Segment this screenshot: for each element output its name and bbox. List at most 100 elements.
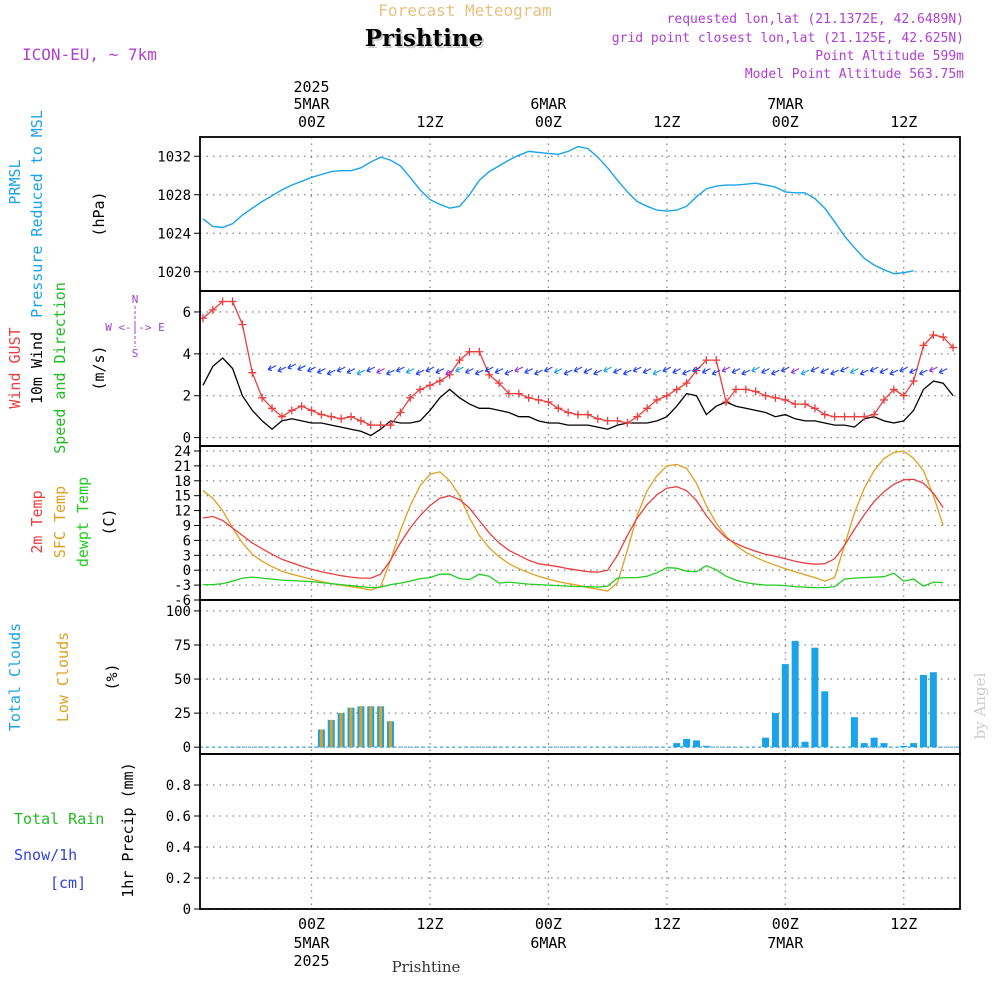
gust-marker: [712, 356, 721, 365]
wind-10m-label: 10m Wind: [28, 332, 46, 404]
precip-label: 1hr Precip (mm): [119, 762, 137, 897]
total-cloud-bar: [702, 745, 710, 748]
ytick-label: 0: [183, 431, 191, 447]
gust-marker: [880, 395, 888, 404]
gust-marker: [504, 389, 513, 398]
gust-marker: [347, 412, 356, 421]
pressure-line: [202, 145, 914, 275]
wind-direction-arrow: [267, 365, 277, 372]
top-axis-hour: 12Z: [416, 113, 443, 131]
low-clouds-label: Low Clouds: [54, 632, 72, 722]
ytick-label: 18: [174, 474, 191, 490]
low-cloud-bar: [359, 706, 363, 748]
wind-direction-arrow: [316, 368, 326, 375]
ytick-label: 1028: [157, 188, 191, 204]
gust-marker: [218, 297, 227, 306]
gust-marker: [870, 410, 879, 419]
gust-marker: [277, 412, 286, 421]
total-cloud-bar: [870, 737, 878, 748]
chart-title: Forecast Meteogram: [378, 1, 551, 20]
total-clouds-label: Total Clouds: [6, 623, 24, 731]
gust-marker: [652, 395, 661, 404]
low-cloud-bar: [388, 721, 392, 748]
gust-marker: [534, 395, 543, 404]
wind-direction-arrow: [484, 366, 494, 373]
ytick-label: 24: [174, 444, 191, 460]
total-cloud-bar: [692, 740, 700, 748]
wind-direction-arrow: [455, 366, 464, 373]
requested-coords: requested lon,lat (21.1372E, 42.6489N): [667, 12, 964, 27]
total-cloud-bar: [860, 743, 868, 748]
gust-marker: [810, 404, 819, 413]
gust-marker: [909, 377, 918, 386]
wind-direction-arrow: [474, 369, 484, 376]
panel-pressure: 1032 1028 1024 1020 PRMSL Pressure Reduced to…: [6, 110, 960, 318]
wind-direction-arrow: [307, 366, 316, 373]
bottom-axis-hour: 00Z: [772, 915, 799, 933]
pressure-label-2: Pressure Reduced to MSL: [28, 110, 46, 318]
wind-direction-arrow: [652, 369, 662, 376]
wind-direction-arrow: [465, 368, 474, 375]
ytick-label: 0.6: [166, 809, 191, 825]
gridpoint-coords: grid point closest lon,lat (21.125E, 42.…: [612, 31, 964, 46]
gust-marker: [396, 408, 405, 417]
ytick-label: 0.8: [166, 778, 191, 794]
wind-direction-arrow: [790, 368, 800, 375]
low-cloud-bar: [319, 729, 323, 748]
ytick-label: 0.2: [166, 871, 191, 887]
wind-direction-arrow: [534, 369, 543, 376]
model-label: ICON-EU, ~ 7km: [22, 45, 157, 64]
sfc-label: SFC Temp: [51, 486, 69, 558]
gust-marker: [287, 406, 296, 415]
wind-direction-arrow: [780, 366, 790, 373]
wind-direction-arrow: [346, 368, 356, 375]
total-rain-label: Total Rain: [14, 810, 104, 828]
watermark: by Angel: [971, 672, 989, 739]
panel-border: [199, 599, 961, 755]
gust-marker: [574, 410, 583, 419]
wind-direction-arrow: [928, 366, 938, 373]
ytick-label: 0.4: [166, 840, 191, 856]
wind-direction-arrow: [889, 369, 899, 376]
ytick-label: 9: [183, 518, 191, 534]
wind-direction-arrow: [672, 368, 681, 375]
gust-marker: [297, 402, 306, 411]
bottom-axis-hour: 12Z: [416, 915, 443, 933]
ytick-label: 25: [174, 706, 191, 722]
total-cloud-bar: [880, 743, 888, 748]
low-cloud-bar: [379, 706, 383, 748]
wind-unit: (m/s): [90, 345, 108, 390]
wind-direction-arrow: [376, 368, 385, 375]
gust-marker: [643, 404, 652, 413]
panels: 1032 1028 1024 1020 PRMSL Pressure Reduced to…: [6, 110, 961, 918]
wind-direction-arrow: [830, 369, 839, 376]
clouds-unit: (%): [103, 663, 121, 690]
wind-direction-arrow: [356, 369, 366, 376]
wind-direction-arrow: [415, 369, 425, 376]
gust-marker: [603, 416, 612, 425]
wind-direction-arrow: [840, 366, 849, 373]
ytick-label: 1024: [157, 226, 191, 242]
temp-unit: (C): [100, 508, 118, 535]
wind-direction-arrow: [820, 368, 830, 375]
gust-marker: [248, 368, 257, 377]
total-cloud-bar: [762, 737, 770, 748]
wind-direction-arrow: [849, 368, 859, 375]
compass-north: N: [132, 293, 139, 306]
gust-marker: [781, 395, 790, 404]
gust-marker: [317, 410, 326, 419]
gust-marker: [761, 391, 770, 400]
gust-marker: [495, 379, 504, 388]
panel-border: [199, 753, 961, 910]
total-cloud-bar: [673, 743, 681, 748]
gust-marker: [386, 421, 395, 430]
gust-marker: [435, 377, 444, 386]
t2m-label: 2m Temp: [28, 490, 46, 553]
wind-direction-arrow: [800, 369, 810, 376]
ytick-label: 75: [174, 638, 191, 654]
bottom-axis-hour: 12Z: [890, 915, 917, 933]
